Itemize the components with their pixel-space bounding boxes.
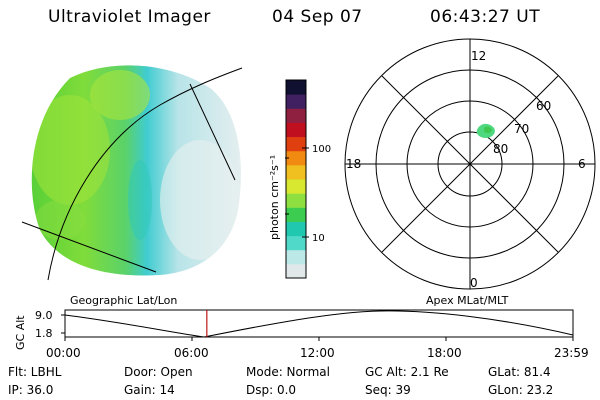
colorbar — [285, 79, 307, 279]
timeline-left-label: Geographic Lat/Lon — [70, 294, 177, 307]
dsp-info: Dsp: 0.0 — [246, 383, 297, 397]
uvi-image — [21, 65, 243, 281]
timeline-x-tick: 23:59 — [554, 346, 589, 360]
colorbar-band — [286, 235, 306, 251]
timeline-y-tick-high: 9.0 — [35, 309, 53, 322]
glat-info: GLat: 81.4 — [488, 365, 551, 379]
lat-label-70: 70 — [514, 122, 529, 136]
seq-info: Seq: 39 — [365, 383, 411, 397]
colorbar-band — [286, 122, 306, 138]
polar-plot — [344, 38, 596, 290]
time-label: 06:43:27 UT — [430, 7, 541, 27]
lat-label-80: 80 — [493, 142, 508, 156]
colorbar-band — [286, 136, 306, 152]
mlt-label-6: 6 — [578, 157, 586, 171]
colorbar-tick-10: 10 — [312, 233, 325, 244]
colorbar-band — [286, 221, 306, 237]
colorbar-band — [286, 193, 306, 208]
timeline-y-title: GC Alt — [14, 315, 27, 350]
gain-info: Gain: 14 — [124, 383, 175, 397]
glon-info: GLon: 23.2 — [488, 383, 554, 397]
colorbar-band — [286, 80, 306, 95]
timeline-y-tick-low: 1.8 — [35, 327, 53, 340]
colorbar-band — [286, 249, 306, 265]
colorbar-band — [286, 263, 306, 279]
colorbar-tick-100: 100 — [312, 144, 331, 155]
mlt-label-0: 0 — [470, 276, 478, 290]
colorbar-band — [286, 108, 306, 123]
altitude-timeline — [61, 309, 574, 341]
gc-alt-info: GC Alt: 2.1 Re — [365, 365, 449, 379]
timeline-right-label: Apex MLat/MLT — [426, 294, 509, 307]
door-info: Door: Open — [124, 365, 193, 379]
mlt-label-18: 18 — [346, 157, 361, 171]
mode-info: Mode: Normal — [246, 365, 330, 379]
polar-aurora-patch — [476, 123, 495, 138]
lat-label-60: 60 — [536, 99, 551, 113]
timeline-x-tick: 18:00 — [427, 346, 462, 360]
timeline-x-tick: 12:00 — [300, 346, 335, 360]
colorbar-band — [286, 94, 306, 109]
colorbar-unit-label: photon cm⁻²s⁻¹ — [268, 155, 281, 240]
ip-info: IP: 36.0 — [8, 383, 54, 397]
colorbar-band — [286, 164, 306, 180]
filter-info: Flt: LBHL — [8, 365, 62, 379]
colorbar-band — [286, 179, 306, 194]
colorbar-band — [286, 150, 306, 166]
instrument-title: Ultraviolet Imager — [48, 7, 211, 27]
timeline-x-tick: 06:00 — [174, 346, 209, 360]
date-label: 04 Sep 07 — [272, 7, 363, 27]
colorbar-band — [286, 207, 306, 222]
colorbar-outline — [285, 79, 307, 279]
timeline-x-tick: 00:00 — [46, 346, 81, 360]
mlt-label-12: 12 — [471, 49, 486, 63]
